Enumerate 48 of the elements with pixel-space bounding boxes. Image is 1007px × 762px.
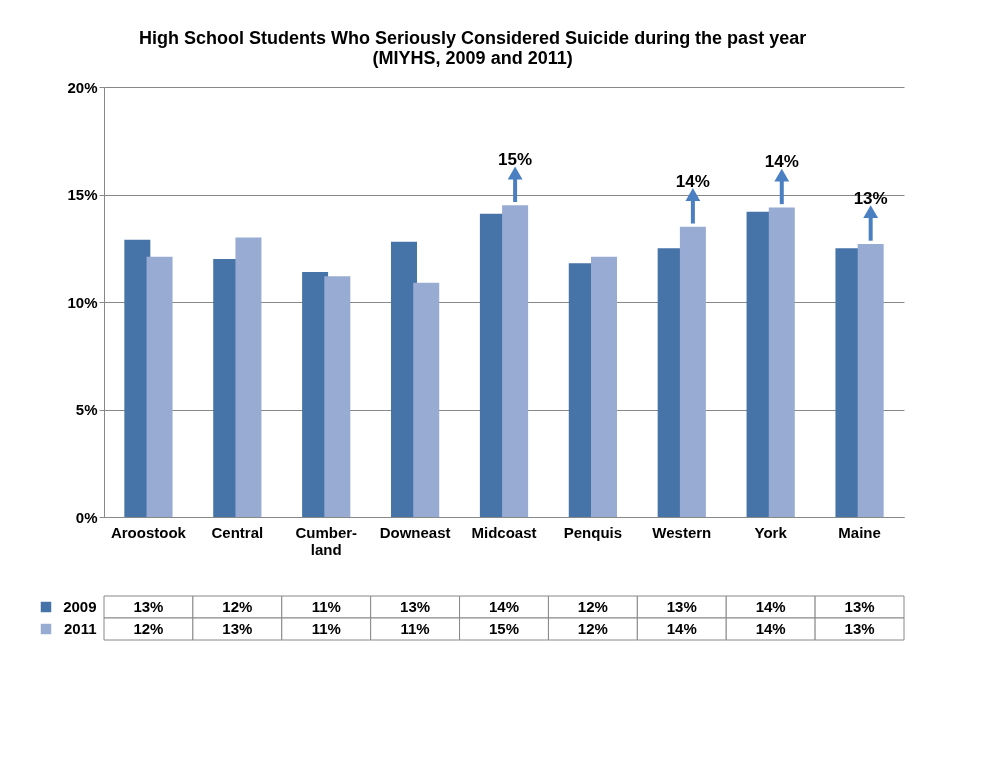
bar (591, 256, 617, 517)
data-label: 13% (400, 598, 431, 615)
bar (857, 243, 884, 517)
data-label: 12% (133, 620, 164, 637)
data-label: 14% (488, 598, 520, 615)
annotation: 14% (764, 152, 799, 172)
annotation: 15% (498, 150, 533, 170)
x-tick-label: Midcoast (471, 523, 537, 541)
x-tick-label: Central (211, 523, 264, 541)
x-tick-label: Penquis (563, 523, 623, 541)
chart-title: High School Students Who Seriously Considered Suicide during the past year (MIYHS, 2009 and 2011) (139, 28, 807, 68)
data-label: 12% (577, 620, 608, 637)
data-label: 11% (311, 620, 341, 637)
y-tick-label: 15% (67, 186, 98, 203)
bar (146, 256, 173, 517)
annotation: 13% (853, 188, 888, 208)
bar (324, 276, 351, 517)
data-label: 12% (577, 598, 608, 615)
legend-label: 2011 (63, 620, 97, 637)
data-label: 13% (844, 620, 875, 637)
y-tick-label: 5% (75, 401, 98, 418)
data-label: 15% (488, 620, 520, 637)
data-label: 14% (755, 598, 786, 615)
data-label: 11% (311, 598, 341, 615)
legend-label: 2009 (63, 598, 97, 615)
bar (502, 205, 529, 517)
y-tick-label: 10% (67, 293, 98, 311)
y-tick-label: 20% (67, 78, 98, 96)
annotation: 14% (675, 171, 710, 191)
x-tick-label: Western (652, 523, 712, 541)
data-label: 13% (133, 598, 164, 615)
x-tick-label: Maine (838, 523, 881, 541)
x-tick-label: Downeast (379, 523, 451, 541)
x-tick-label: Cumber- land (295, 523, 358, 558)
x-tick-label: Aroostook (110, 523, 187, 541)
data-label: 11% (400, 620, 430, 637)
data-label: 13% (666, 598, 697, 615)
bar (679, 226, 706, 517)
data-label: 14% (666, 620, 697, 637)
bar (413, 282, 440, 517)
data-label: 13% (222, 620, 253, 637)
data-label: 13% (844, 598, 875, 615)
x-tick-label: York (754, 523, 788, 541)
bar (235, 237, 262, 517)
data-label: 14% (755, 620, 786, 637)
data-label: 12% (222, 598, 253, 615)
y-tick-label: 0% (75, 508, 98, 526)
bar (768, 207, 795, 517)
